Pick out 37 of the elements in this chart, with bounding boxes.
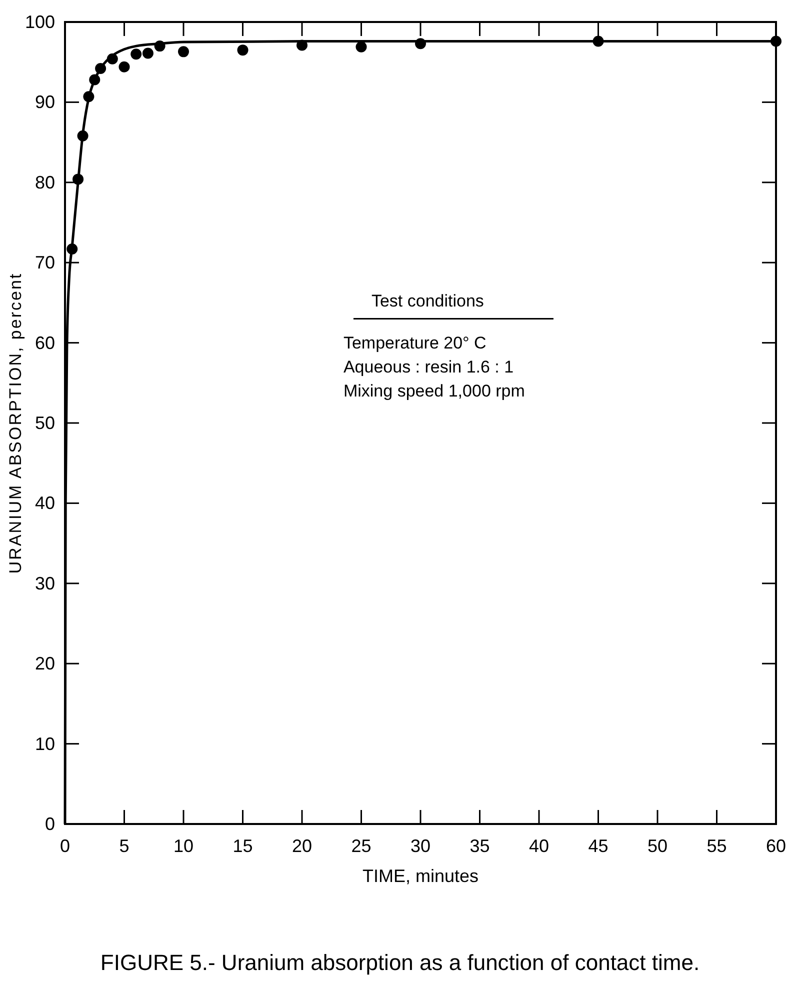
x-tick-label: 25	[351, 836, 372, 856]
y-tick-label: 50	[34, 413, 55, 433]
y-tick-label: 80	[34, 172, 55, 192]
x-tick-label: 20	[292, 836, 312, 856]
x-tick-label: 15	[232, 836, 253, 856]
x-tick-label: 55	[706, 836, 727, 856]
point	[130, 48, 142, 60]
x-tick-label: 30	[410, 836, 431, 856]
x-tick-label: 40	[528, 836, 550, 856]
x-tick-label: 50	[647, 836, 668, 856]
annotation: Temperature 20° C	[343, 334, 486, 353]
y-tick-label: 60	[34, 332, 55, 353]
point	[118, 61, 130, 72]
x-tick-label: 5	[119, 836, 130, 856]
y-tick-label: 0	[44, 814, 55, 834]
x-tick-label: 10	[173, 836, 194, 856]
x-axis-title: TIME, minutes	[362, 866, 479, 886]
point	[178, 46, 189, 58]
annotation: Aqueous : resin 1.6 : 1	[343, 358, 514, 377]
y-tick-label: 90	[34, 92, 55, 112]
text: FIGURE 5.- Uranium absorption as a function of contact time.	[100, 950, 700, 975]
point	[356, 41, 367, 52]
point	[237, 44, 248, 56]
y-tick-label: 10	[34, 734, 55, 754]
x-tick-label: 0	[60, 836, 70, 856]
x-tick-label: 60	[766, 836, 786, 856]
point	[142, 48, 154, 59]
annotation: Mixing speed 1,000 rpm	[343, 382, 525, 401]
y-axis-title: URANIUM ABSORPTION, percent	[6, 272, 25, 574]
x-tick-label: 35	[470, 836, 490, 856]
y-tick-label: 30	[34, 573, 55, 594]
y-tick-label: 20	[34, 654, 55, 674]
annotation: Test conditions	[371, 292, 484, 311]
y-tick-label: 100	[24, 12, 55, 32]
y-tick-label: 70	[34, 252, 55, 273]
x-tick-label: 45	[588, 836, 608, 856]
y-tick-label: 40	[34, 493, 55, 514]
